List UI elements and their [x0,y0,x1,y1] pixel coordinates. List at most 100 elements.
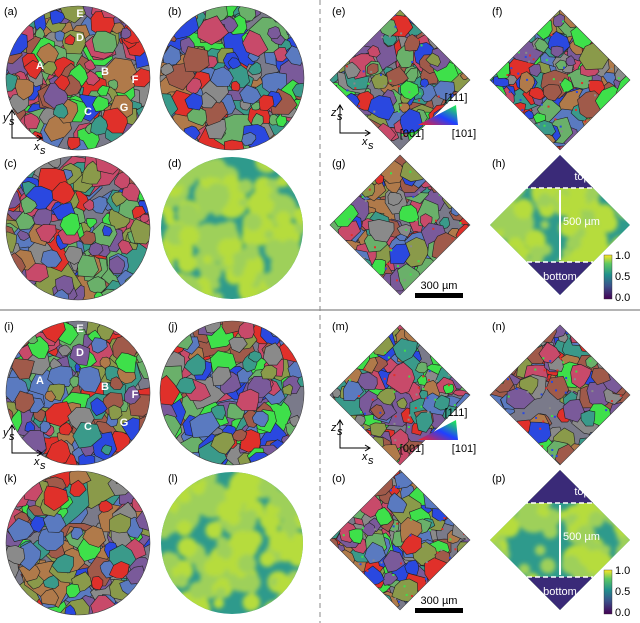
noise-pixel [466,201,469,204]
grain [330,244,352,289]
blob [490,491,500,509]
grain [446,34,470,58]
blob [591,155,623,177]
grain [386,492,408,514]
noise-pixel [600,148,603,150]
noise-pixel [628,70,630,73]
blob [161,266,171,279]
grain [109,156,137,168]
blob [210,292,224,299]
noise-pixel [437,263,440,266]
grain [211,366,232,387]
map-outline [5,155,151,301]
grain [350,596,366,610]
blob [173,178,182,188]
noise-pixel [383,597,386,600]
grain [497,351,519,375]
grain [186,106,208,127]
blob [509,582,523,596]
noise-pixel [463,581,466,584]
blob [238,179,254,194]
noise-pixel [387,356,390,359]
grain [419,78,430,88]
blob [243,243,260,260]
grain [330,561,352,590]
noise-pixel [396,522,399,525]
grain [183,353,206,376]
noise-pixel [420,405,423,408]
grain [197,15,230,46]
noise-pixel [531,19,534,22]
grain [330,133,343,149]
noise-pixel [540,15,543,18]
axis-arrows [8,424,43,457]
noise-pixel [361,195,364,198]
noise-pixel [520,429,523,432]
noise-pixel [418,92,421,95]
grain [242,29,269,57]
blob [279,239,302,261]
noise-pixel [386,600,389,603]
noise-pixel [619,371,622,374]
noise-pixel [565,376,568,379]
grain [248,452,274,465]
noise-pixel [563,89,566,92]
grain [120,130,141,150]
grain [289,414,300,427]
grain [400,80,420,100]
grain [427,10,451,22]
noise-pixel [419,14,422,17]
noise-pixel [397,85,400,88]
noise-pixel [567,74,570,77]
grain [584,122,618,150]
noise-pixel [412,195,415,198]
blob [601,544,611,555]
noise-pixel [431,474,434,477]
noise-pixel [543,369,546,372]
noise-pixel [391,200,394,203]
grain [451,517,470,540]
grain [348,25,362,37]
noise-pixel [559,125,562,128]
grain [330,85,339,101]
noise-pixel [384,351,387,354]
blob [595,159,614,178]
blob [278,530,288,541]
grain-label: E [76,323,83,335]
grain [277,128,296,147]
blob [617,160,630,176]
noise-pixel [342,534,345,537]
blob [242,272,256,286]
blob [293,168,303,178]
noise-pixel [363,368,366,371]
grain [91,337,108,354]
noise-pixel [334,600,337,603]
grain [579,325,611,348]
noise-pixel [626,54,629,57]
noise-pixel [520,25,523,28]
grain [330,584,345,610]
noise-pixel [364,266,367,269]
blob [586,156,618,188]
blob [556,192,568,204]
grain [44,390,57,403]
grain [614,365,626,376]
noise-pixel [417,386,420,389]
noise-pixel [374,587,377,590]
noise-pixel [559,81,562,84]
blob [264,239,285,260]
noise-pixel [410,331,413,334]
blob [513,475,532,493]
colorbar [603,254,613,300]
map-outline [5,320,151,466]
axis-label: x [33,456,40,468]
grain [417,155,448,177]
noise-pixel [339,414,342,417]
noise-pixel [361,264,364,267]
grain [605,119,629,139]
blob [603,504,625,525]
grain [399,108,424,134]
grain [400,533,422,555]
grain [399,155,432,182]
noise-pixel [425,397,428,400]
